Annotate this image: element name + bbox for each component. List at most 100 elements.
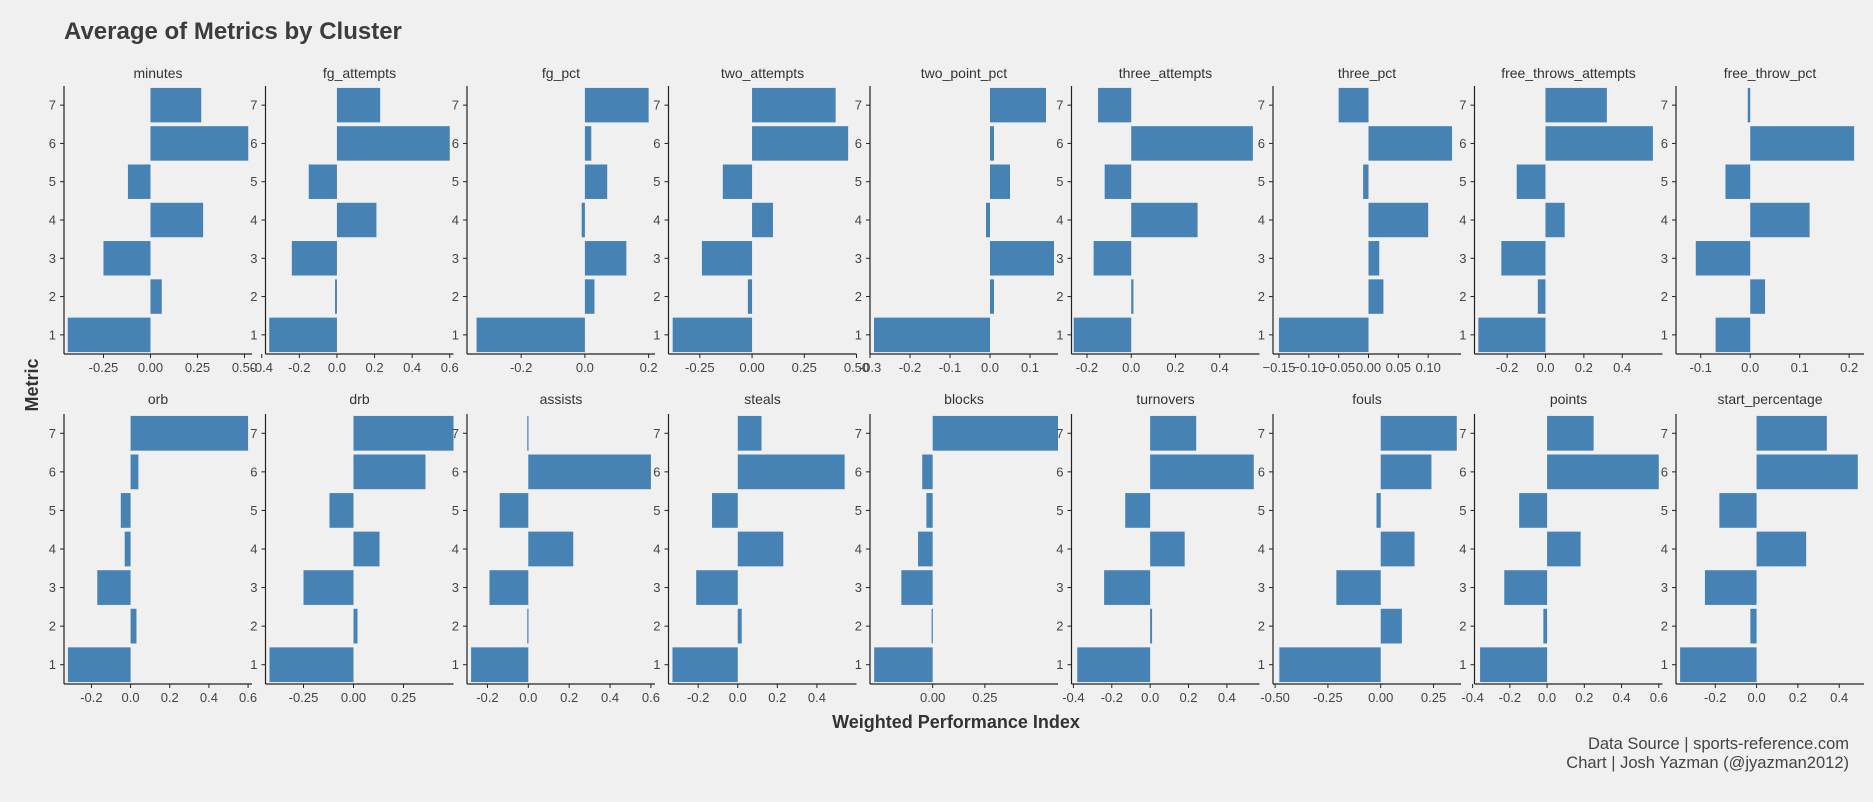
y-tick-label: 3 — [250, 580, 257, 595]
x-tick-label: 0.0 — [729, 690, 747, 705]
y-tick-label: 5 — [1258, 503, 1265, 518]
facet-title: free_throws_attempts — [1501, 65, 1636, 81]
x-tick-label: 0.2 — [560, 690, 578, 705]
x-tick-label: 0.00 — [341, 690, 366, 705]
x-tick-label: -0.4 — [1062, 690, 1084, 705]
y-tick-label: 6 — [250, 464, 257, 479]
y-tick-label: 3 — [250, 251, 257, 266]
x-tick-label: 0.6 — [239, 690, 257, 705]
y-tick-label: 2 — [1056, 619, 1063, 634]
bar-cluster-6 — [584, 126, 592, 161]
bar-cluster-7 — [1150, 415, 1197, 451]
y-tick-label: 2 — [1459, 619, 1466, 634]
y-tick-label: 1 — [250, 657, 257, 672]
y-tick-label: 1 — [452, 327, 459, 342]
y-tick-label: 6 — [452, 464, 459, 479]
facet-title: minutes — [133, 65, 182, 81]
bar-cluster-7 — [1098, 87, 1132, 123]
bar-cluster-4 — [150, 202, 204, 238]
bar-cluster-2 — [1368, 279, 1384, 314]
y-tick-label: 2 — [653, 289, 660, 304]
y-tick-label: 4 — [1258, 213, 1265, 228]
facet-fg-attempts: fg_attempts 1 2 3 4 5 6 7 -0.4 -0.2 0.0 0.2 0.4 0.6 — [250, 65, 459, 375]
y-tick-label: 7 — [1258, 426, 1265, 441]
y-tick-label: 7 — [49, 98, 56, 113]
x-tick-label: -0.2 — [288, 360, 310, 375]
y-tick-label: 1 — [1056, 657, 1063, 672]
y-tick-label: 2 — [1661, 289, 1668, 304]
bar-cluster-4 — [1380, 531, 1415, 567]
bar-cluster-3 — [103, 241, 151, 276]
y-tick-label: 5 — [452, 503, 459, 518]
y-tick-label: 7 — [1661, 98, 1668, 113]
y-tick-label: 4 — [452, 213, 459, 228]
facet-start-percentage: start_percentage 1 2 3 4 5 6 7 -0.2 0.0 0.2 0.4 — [1661, 391, 1864, 705]
y-tick-label: 6 — [1661, 136, 1668, 151]
bar-cluster-1 — [1279, 647, 1381, 683]
facet-steals: steals 1 2 3 4 5 6 7 -0.2 0.0 0.2 0.4 — [653, 391, 857, 705]
x-tick-label: −0.05 — [1322, 360, 1355, 375]
y-tick-label: 3 — [452, 251, 459, 266]
y-tick-label: 4 — [1056, 213, 1063, 228]
facet-two-point-pct: two_point_pct 1 2 3 4 5 6 7 -0.3 -0.2 -0.1 0.0 0.1 — [855, 65, 1058, 375]
y-tick-label: 7 — [1056, 98, 1063, 113]
bar-cluster-7 — [1547, 415, 1594, 451]
bar-cluster-5 — [1516, 164, 1546, 199]
bar-cluster-3 — [696, 570, 738, 605]
y-tick-label: 7 — [1661, 426, 1668, 441]
y-tick-label: 3 — [49, 580, 56, 595]
bar-cluster-2 — [1750, 608, 1757, 644]
x-tick-label: 0.2 — [1789, 690, 1807, 705]
bar-cluster-3 — [701, 241, 753, 276]
x-tick-label: -0.2 — [510, 360, 532, 375]
x-tick-label: 0.4 — [1830, 690, 1848, 705]
y-tick-label: 5 — [855, 174, 862, 189]
bar-cluster-2 — [737, 608, 742, 644]
x-tick-label: 0.2 — [366, 360, 384, 375]
bar-cluster-6 — [150, 126, 249, 161]
y-tick-label: 6 — [1258, 136, 1265, 151]
x-tick-label: 0.2 — [768, 690, 786, 705]
y-tick-label: 2 — [653, 619, 660, 634]
x-tick-label: -0.25 — [289, 690, 319, 705]
y-tick-label: 1 — [49, 657, 56, 672]
x-tick-label: -0.2 — [1496, 360, 1518, 375]
y-tick-label: 6 — [855, 136, 862, 151]
bar-cluster-5 — [712, 493, 738, 528]
bar-cluster-6 — [1380, 454, 1432, 490]
x-tick-label: 0.4 — [1613, 690, 1631, 705]
x-tick-label: 0.2 — [640, 360, 658, 375]
facet-drb: drb 1 2 3 4 5 6 7 -0.25 0.00 0.25 — [250, 391, 454, 705]
facet-three-pct: three_pct 1 2 3 4 5 6 7 −0.15−0.10−0.05 0.00 0.05 0… — [1258, 65, 1461, 375]
bar-cluster-3 — [303, 570, 354, 605]
bar-cluster-6 — [737, 454, 845, 490]
y-tick-label: 1 — [1459, 327, 1466, 342]
x-tick-label: -0.4 — [1461, 690, 1483, 705]
y-tick-label: 2 — [452, 619, 459, 634]
bar-cluster-1 — [1480, 647, 1548, 683]
y-tick-label: 1 — [1459, 657, 1466, 672]
x-tick-label: 0.50 — [844, 360, 869, 375]
bar-cluster-2 — [130, 608, 137, 644]
y-tick-label: 4 — [250, 213, 257, 228]
facet-title: drb — [349, 391, 369, 407]
bar-cluster-1 — [67, 647, 131, 683]
bar-cluster-1 — [269, 317, 337, 353]
bar-cluster-7 — [336, 87, 381, 123]
x-tick-label: −0.15 — [1263, 360, 1296, 375]
x-tick-label: -0.25 — [89, 360, 119, 375]
bar-cluster-6 — [752, 126, 849, 161]
bar-cluster-1 — [672, 647, 738, 683]
y-tick-label: 4 — [653, 542, 660, 557]
y-tick-label: 3 — [855, 580, 862, 595]
y-tick-label: 7 — [452, 98, 459, 113]
bar-cluster-4 — [124, 531, 131, 567]
bar-cluster-3 — [584, 241, 627, 276]
facet-title: free_throw_pct — [1724, 65, 1817, 81]
y-tick-label: 2 — [1258, 619, 1265, 634]
bar-cluster-7 — [1380, 415, 1457, 451]
x-tick-label: 0.00 — [138, 360, 163, 375]
y-tick-label: 7 — [1459, 98, 1466, 113]
bar-cluster-1 — [1073, 317, 1132, 353]
y-tick-label: 5 — [1459, 503, 1466, 518]
